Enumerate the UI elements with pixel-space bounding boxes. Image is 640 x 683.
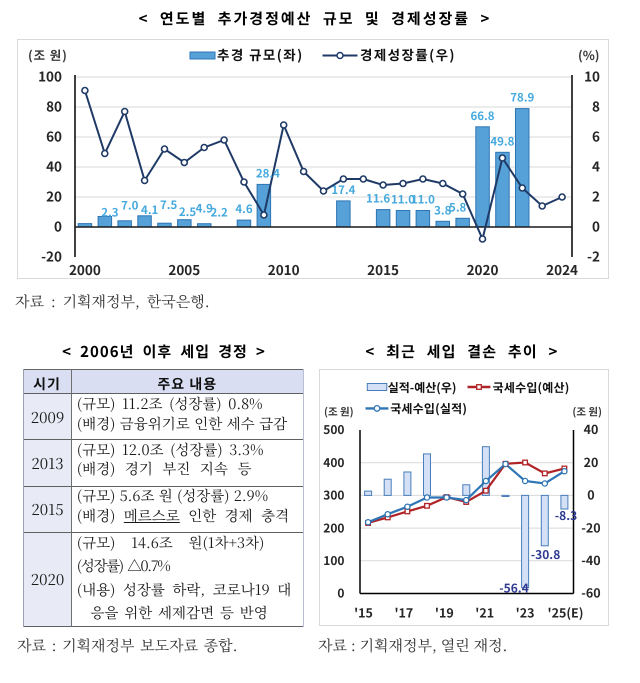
svg-text:0: 0 <box>337 585 344 602</box>
svg-text:2000: 2000 <box>69 259 101 279</box>
svg-text:경제성장률(우): 경제성장률(우) <box>360 44 456 64</box>
svg-text:-2: -2 <box>587 246 600 266</box>
svg-text:400: 400 <box>323 454 344 471</box>
svg-text:40: 40 <box>46 156 62 176</box>
svg-text:100: 100 <box>38 66 62 86</box>
svg-text:100: 100 <box>323 552 344 569</box>
svg-text:0: 0 <box>54 216 62 236</box>
svg-text:20: 20 <box>46 186 62 206</box>
svg-text:8: 8 <box>592 96 600 116</box>
svg-text:실적-예산(우): 실적-예산(우) <box>388 379 457 396</box>
svg-text:-20: -20 <box>41 246 62 266</box>
svg-text:2010: 2010 <box>268 259 300 279</box>
svg-text:4.9: 4.9 <box>196 201 214 217</box>
svg-text:0: 0 <box>592 216 600 236</box>
svg-text:500: 500 <box>323 421 344 438</box>
svg-text:2020: 2020 <box>467 259 499 279</box>
svg-text:28.4: 28.4 <box>256 165 280 181</box>
svg-text:11.0: 11.0 <box>391 192 415 208</box>
svg-text:2.3: 2.3 <box>101 205 119 221</box>
svg-text:-60: -60 <box>581 583 600 602</box>
svg-text:80: 80 <box>46 96 62 116</box>
svg-text:7.5: 7.5 <box>160 197 178 213</box>
svg-text:2.5: 2.5 <box>179 204 197 220</box>
svg-text:2024: 2024 <box>546 259 578 279</box>
svg-text:'25(E): '25(E) <box>548 603 584 622</box>
svg-text:-40: -40 <box>581 550 600 569</box>
svg-text:'19: '19 <box>435 603 454 622</box>
svg-text:(조 원): (조 원) <box>572 405 602 420</box>
svg-text:60: 60 <box>46 126 62 146</box>
svg-text:10: 10 <box>584 66 600 86</box>
svg-text:17.4: 17.4 <box>331 182 355 198</box>
svg-text:78.9: 78.9 <box>510 90 534 106</box>
svg-text:2.2: 2.2 <box>211 205 229 221</box>
svg-text:4.1: 4.1 <box>141 202 159 218</box>
svg-text:(%): (%) <box>578 45 600 64</box>
svg-text:'15: '15 <box>354 603 373 622</box>
svg-text:6: 6 <box>592 126 600 146</box>
svg-text:-8.3: -8.3 <box>555 507 578 524</box>
svg-text:200: 200 <box>323 519 344 536</box>
svg-text:(조 원): (조 원) <box>324 405 354 420</box>
svg-text:국세수입(실적): 국세수입(실적) <box>390 400 467 417</box>
svg-text:11.0: 11.0 <box>411 192 435 208</box>
svg-text:49.8: 49.8 <box>490 133 514 149</box>
svg-text:11.6: 11.6 <box>366 191 390 207</box>
svg-text:300: 300 <box>323 487 344 504</box>
svg-text:-56.4: -56.4 <box>499 580 529 597</box>
svg-text:-30.8: -30.8 <box>531 546 561 563</box>
svg-text:3.8: 3.8 <box>434 202 452 218</box>
svg-text:7.0: 7.0 <box>121 198 139 214</box>
svg-text:'17: '17 <box>394 603 413 622</box>
svg-text:2005: 2005 <box>168 259 200 279</box>
svg-text:(조 원): (조 원) <box>28 45 68 64</box>
svg-text:국세수입(예산): 국세수입(예산) <box>493 379 570 396</box>
svg-text:추경 규모(좌): 추경 규모(좌) <box>217 44 304 64</box>
svg-text:0: 0 <box>587 485 594 504</box>
svg-text:5.8: 5.8 <box>449 199 467 215</box>
svg-text:-20: -20 <box>581 517 600 536</box>
svg-text:4.6: 4.6 <box>235 201 253 217</box>
svg-text:2015: 2015 <box>367 259 399 279</box>
svg-text:4: 4 <box>592 156 600 176</box>
svg-text:'21: '21 <box>475 603 494 622</box>
svg-text:2: 2 <box>592 186 600 206</box>
svg-text:20: 20 <box>584 452 599 471</box>
svg-text:40: 40 <box>584 419 599 438</box>
svg-text:'23: '23 <box>516 603 535 622</box>
svg-text:66.8: 66.8 <box>470 108 494 124</box>
